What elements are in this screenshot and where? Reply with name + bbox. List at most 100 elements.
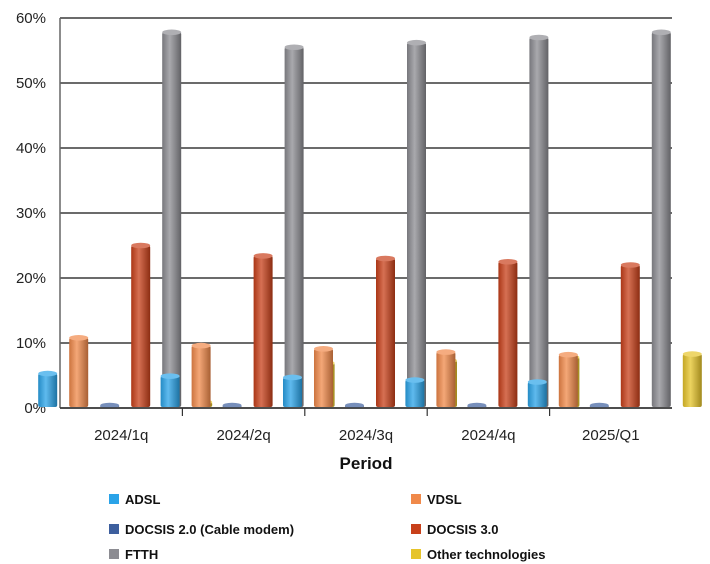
bar — [405, 377, 425, 407]
bar-cap — [558, 351, 578, 358]
bar-body — [314, 348, 333, 407]
bar-body — [284, 47, 304, 407]
bar-cap — [498, 258, 518, 265]
y-tick-label: 60% — [16, 10, 46, 27]
x-tick-label: 2024/2q — [216, 427, 270, 444]
bar-cap — [191, 342, 211, 349]
bar-body — [620, 265, 640, 407]
bar — [498, 258, 518, 407]
x-tick-label: 2024/1q — [94, 427, 148, 444]
bar-body — [160, 376, 180, 407]
bar-body — [527, 382, 547, 407]
bar — [253, 253, 273, 407]
bar — [620, 262, 640, 407]
bar-cap — [222, 402, 242, 409]
legend-label: FTTH — [125, 547, 158, 562]
axes — [59, 18, 672, 409]
bar-cap — [682, 351, 702, 357]
bar — [162, 29, 182, 408]
bar — [407, 39, 426, 407]
x-tick-label: 2024/3q — [339, 427, 393, 444]
bar — [589, 402, 609, 409]
bar-body — [191, 345, 211, 407]
bar-cap — [405, 377, 425, 383]
legend-item: ADSL — [109, 492, 160, 507]
bar-cap — [345, 402, 364, 409]
bar-cap — [160, 373, 180, 379]
bar-body — [436, 352, 456, 407]
bar-body — [38, 373, 58, 407]
bar — [345, 402, 364, 409]
bar-cap — [283, 374, 302, 381]
legend-swatch — [411, 494, 421, 504]
legend-item: Other technologies — [411, 547, 545, 562]
bar — [69, 335, 89, 407]
legend-label: ADSL — [125, 492, 160, 507]
bar — [682, 351, 702, 407]
x-axis-ticks: 2024/1q 2024/2q 2024/3q 2024/4q 2025/Q1 — [94, 408, 640, 444]
bar-body — [376, 258, 395, 407]
y-tick-label: 50% — [16, 75, 46, 92]
legend-item: FTTH — [109, 547, 158, 562]
y-tick-label: 10% — [16, 335, 46, 352]
bar-body — [407, 42, 426, 407]
legend-swatch — [411, 524, 421, 534]
bar-cap — [529, 34, 549, 41]
bar-cap — [253, 253, 273, 259]
bar-cap — [314, 346, 333, 352]
gridlines — [60, 17, 672, 409]
legend-label: Other technologies — [427, 547, 545, 562]
bar — [651, 29, 671, 408]
bar — [284, 44, 304, 407]
bar — [131, 242, 151, 407]
bar-body — [682, 354, 702, 407]
bar-cap — [162, 29, 182, 36]
legend-swatch — [411, 549, 421, 559]
bar-cap — [589, 402, 609, 409]
bar — [529, 34, 549, 407]
bar — [38, 370, 58, 407]
y-tick-label: 30% — [16, 205, 46, 222]
bar-body — [529, 37, 549, 407]
bar-cap — [131, 242, 151, 249]
bar — [527, 379, 547, 407]
x-tick-label: 2025/Q1 — [582, 427, 640, 444]
bar-body — [283, 377, 302, 407]
legend-label: DOCSIS 3.0 — [427, 522, 499, 537]
bar-body — [69, 337, 89, 407]
legend-swatch — [109, 524, 119, 534]
bar-cap — [467, 402, 487, 409]
legend-item: VDSL — [411, 492, 462, 507]
bar-cap — [651, 29, 671, 36]
bars — [38, 29, 702, 409]
legend-swatch — [109, 549, 119, 559]
y-tick-label: 40% — [16, 140, 46, 157]
legend-swatch — [109, 494, 119, 504]
bar-body — [253, 255, 273, 407]
bar-cap — [69, 335, 89, 341]
bar — [314, 346, 333, 407]
x-axis-title: Period — [340, 454, 393, 473]
legend-label: DOCSIS 2.0 (Cable modem) — [125, 522, 294, 537]
bar-cap — [38, 370, 58, 377]
legend-item: DOCSIS 2.0 (Cable modem) — [109, 522, 294, 537]
bar — [160, 373, 180, 407]
bar-cap — [284, 44, 304, 51]
bar-cap — [376, 255, 395, 262]
bar — [191, 342, 211, 407]
bar-cap — [620, 262, 640, 268]
bar-cap — [100, 402, 120, 409]
bar-body — [651, 32, 671, 408]
bar-cap — [436, 349, 456, 355]
x-tick-label: 2024/4q — [461, 427, 515, 444]
y-tick-label: 20% — [16, 270, 46, 287]
bar-body — [558, 354, 578, 407]
bar-body — [162, 32, 182, 408]
bar-cap — [527, 379, 547, 385]
bar-body — [405, 380, 425, 407]
legend: ADSL VDSL DOCSIS 2.0 (Cable modem) DOCSIS 3… — [109, 492, 545, 562]
bar — [558, 351, 578, 407]
bar — [376, 255, 395, 407]
